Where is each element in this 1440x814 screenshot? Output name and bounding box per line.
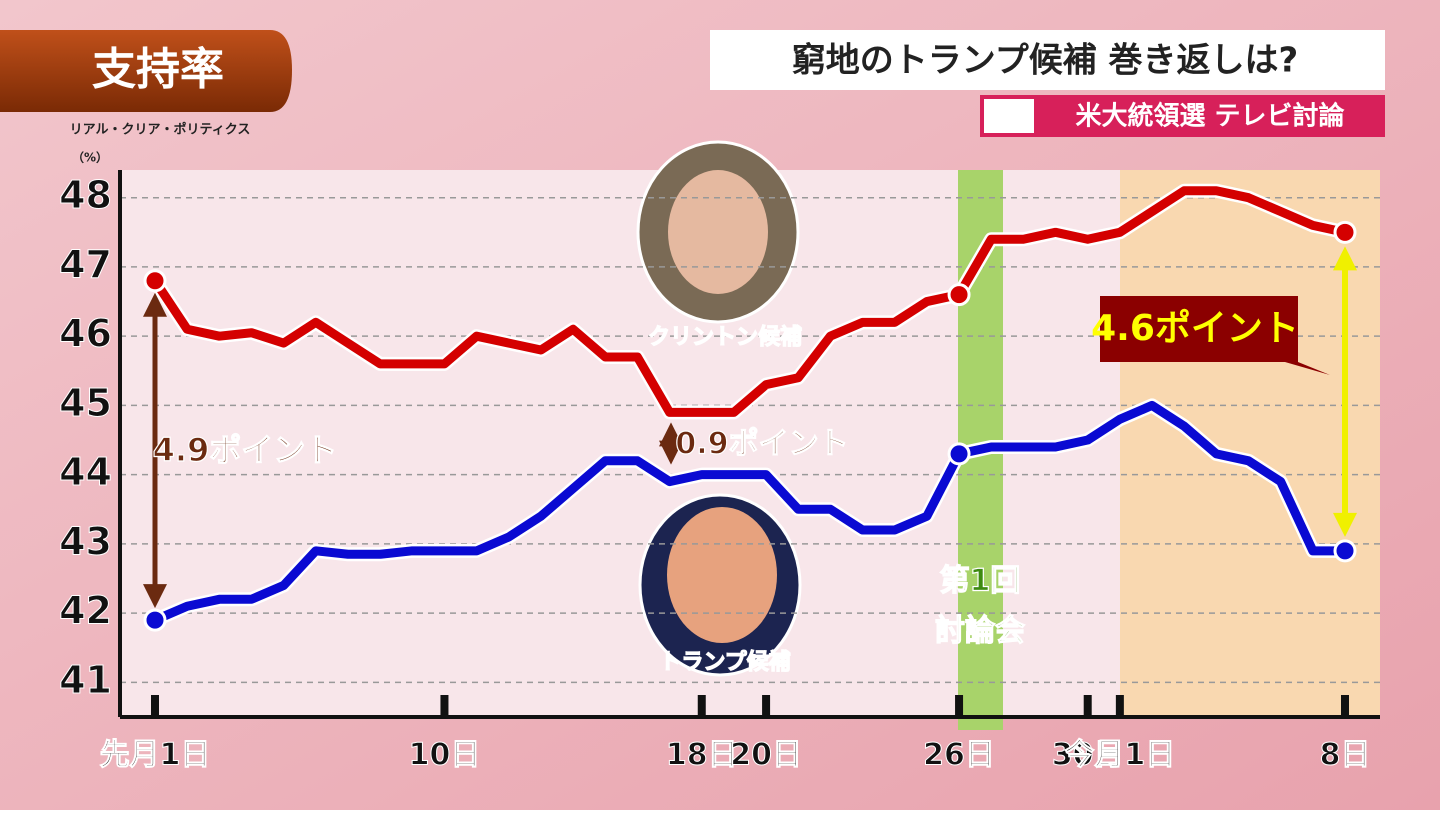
- y-tick-label: 44: [59, 450, 112, 494]
- chart-title: 支持率: [92, 44, 224, 95]
- arrow-head: [1333, 512, 1357, 537]
- x-tick-label: 8日: [1320, 738, 1371, 773]
- y-tick-label: 43: [59, 519, 112, 563]
- point-marker: [1333, 539, 1357, 563]
- x-tick-label: 18日: [666, 738, 738, 773]
- trump-face: [667, 507, 777, 643]
- x-tick: [762, 695, 771, 715]
- annotation: 4.9ポイント: [153, 431, 338, 469]
- x-tick-label: 先月1日: [100, 738, 211, 773]
- series-label: クリントン候補: [648, 324, 802, 350]
- annotation: 4.6ポイント: [1091, 307, 1299, 349]
- arrow-head: [1333, 246, 1357, 271]
- source: リアル・クリア・ポリティクス: [70, 122, 251, 138]
- point-marker: [947, 442, 971, 466]
- headline: 窮地のトランプ候補 巻き返しは?: [792, 41, 1299, 81]
- x-tick: [440, 695, 449, 715]
- callout-box: [1100, 296, 1330, 375]
- october-band: [1120, 170, 1380, 717]
- series-line: [151, 186, 1346, 417]
- y-tick-label: 46: [59, 312, 112, 356]
- logo: [984, 99, 1034, 133]
- headline-box: [710, 30, 1385, 90]
- annotation: 討論会: [935, 614, 1025, 649]
- x-tick-label: 30日: [1052, 738, 1124, 773]
- y-tick-label: 47: [59, 242, 112, 286]
- clinton-face: [668, 170, 768, 294]
- x-tick: [955, 695, 964, 715]
- x-tick: [1083, 695, 1092, 715]
- annotation: 第1回: [940, 564, 1021, 599]
- x-tick: [151, 695, 159, 715]
- x-tick: [1115, 695, 1124, 715]
- tag-box: [980, 95, 1385, 137]
- y-tick-label: 48: [59, 173, 112, 217]
- x-tick-label: 10日: [409, 738, 481, 773]
- x-tick: [1341, 695, 1349, 715]
- y-tick-label: 42: [59, 589, 112, 633]
- y-unit: （%）: [72, 150, 108, 165]
- y-tick-label: 45: [59, 381, 112, 425]
- point-marker: [143, 608, 167, 632]
- point-marker: [143, 269, 167, 293]
- point-marker: [947, 283, 971, 307]
- arrow-head: [143, 584, 167, 609]
- series-label: トランプ候補: [659, 649, 790, 675]
- series-line: [153, 400, 1345, 625]
- title-box: [0, 30, 292, 112]
- x-tick-label: 20日: [730, 738, 802, 773]
- x-tick: [697, 695, 706, 715]
- program-tag: 米大統領選 テレビ討論: [1075, 101, 1345, 132]
- arrow-head: [659, 440, 683, 465]
- x-tick-label: 26日: [923, 738, 995, 773]
- arrow-head: [143, 292, 167, 317]
- arrow-head: [659, 422, 683, 447]
- point-marker: [1333, 220, 1357, 244]
- y-tick-label: 41: [59, 658, 112, 702]
- annotation: 0.9ポイント: [675, 427, 848, 462]
- x-tick-label: 今月1日: [1064, 738, 1175, 773]
